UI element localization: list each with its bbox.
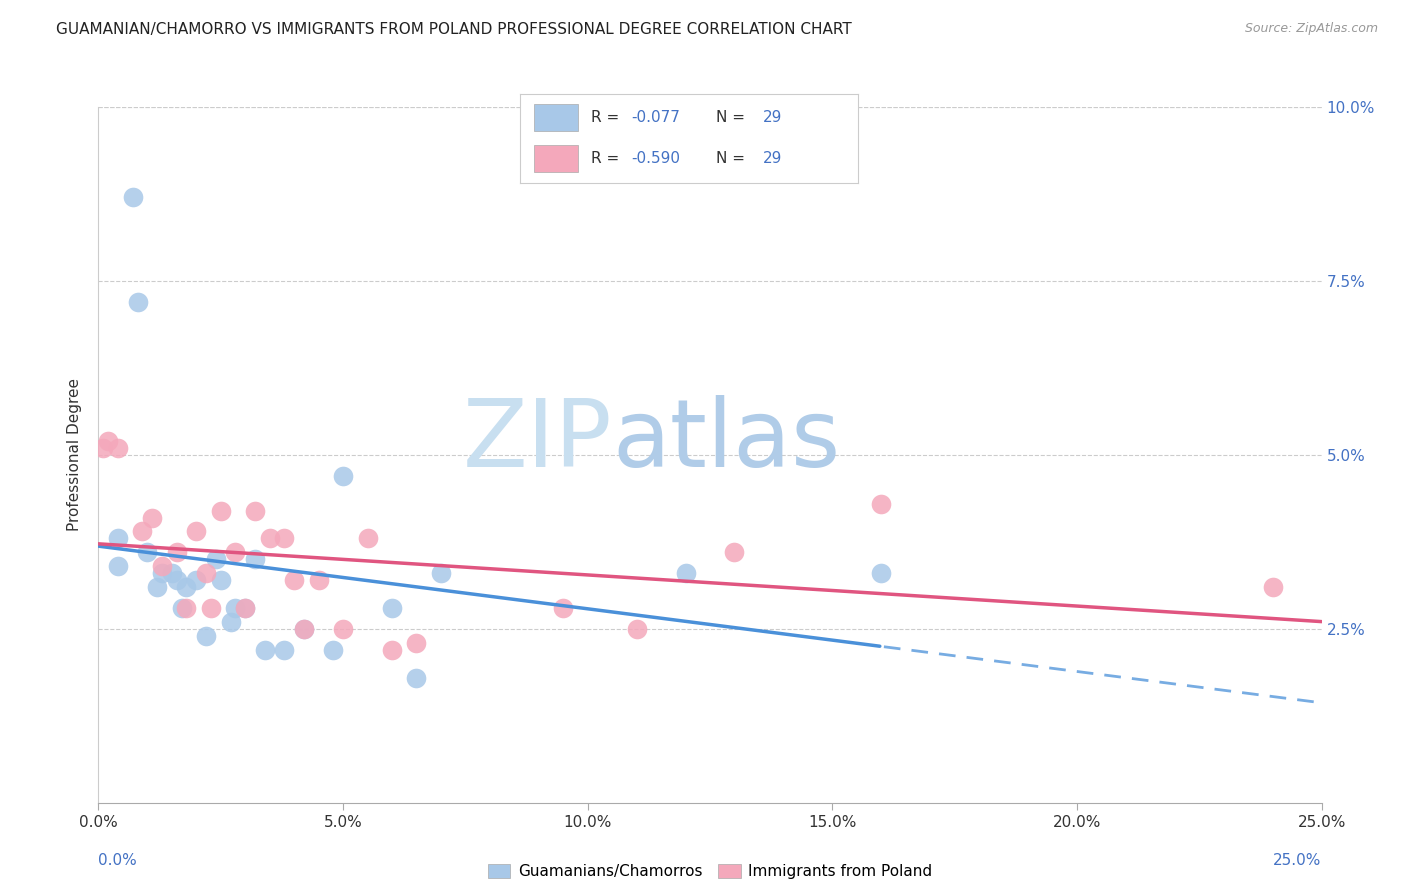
Point [160, 566, 183, 581]
Point [219, 615, 242, 629]
Point [127, 294, 149, 309]
Point [224, 601, 246, 615]
Point [332, 622, 354, 636]
Point [121, 190, 143, 204]
Point [150, 559, 173, 574]
Point [430, 566, 453, 581]
Text: -0.590: -0.590 [631, 152, 681, 166]
Text: atlas: atlas [612, 395, 841, 487]
Point [146, 580, 169, 594]
Point [131, 524, 153, 539]
Text: R =: R = [591, 152, 624, 166]
Point [675, 566, 697, 581]
Point [176, 580, 198, 594]
Point [381, 642, 404, 657]
Point [273, 642, 295, 657]
Point [200, 601, 222, 615]
Point [381, 601, 404, 615]
Legend: Guamanians/Chamorros, Immigrants from Poland: Guamanians/Chamorros, Immigrants from Po… [481, 858, 939, 886]
Point [205, 552, 228, 566]
Point [292, 622, 315, 636]
Point [186, 524, 208, 539]
Y-axis label: Professional Degree: Professional Degree [67, 378, 83, 532]
Point [195, 566, 218, 581]
Point [356, 532, 378, 546]
FancyBboxPatch shape [534, 145, 578, 172]
Point [243, 503, 266, 517]
Text: R =: R = [591, 111, 624, 125]
Point [91, 441, 114, 455]
Text: ZIP: ZIP [463, 395, 612, 487]
Point [136, 545, 159, 559]
Point [870, 566, 893, 581]
Point [166, 545, 188, 559]
Text: -0.077: -0.077 [631, 111, 681, 125]
Text: N =: N = [716, 152, 749, 166]
Point [209, 503, 232, 517]
Point [150, 566, 173, 581]
Text: N =: N = [716, 111, 749, 125]
Point [107, 559, 129, 574]
Point [283, 573, 305, 587]
Text: 0.0%: 0.0% [98, 854, 138, 868]
Point [405, 671, 427, 685]
Point [170, 601, 193, 615]
Text: 29: 29 [763, 152, 783, 166]
Point [233, 601, 256, 615]
Point [322, 642, 344, 657]
Text: 25.0%: 25.0% [1274, 854, 1322, 868]
Point [253, 642, 276, 657]
Point [224, 545, 246, 559]
Point [273, 532, 295, 546]
Point [553, 601, 575, 615]
Point [1261, 580, 1284, 594]
Point [166, 573, 188, 587]
Point [292, 622, 315, 636]
Point [233, 601, 256, 615]
Point [195, 629, 218, 643]
Text: 29: 29 [763, 111, 783, 125]
Point [626, 622, 648, 636]
Point [723, 545, 745, 559]
Point [405, 636, 427, 650]
FancyBboxPatch shape [534, 104, 578, 131]
Point [243, 552, 266, 566]
Point [332, 468, 354, 483]
Text: GUAMANIAN/CHAMORRO VS IMMIGRANTS FROM POLAND PROFESSIONAL DEGREE CORRELATION CHA: GUAMANIAN/CHAMORRO VS IMMIGRANTS FROM PO… [56, 22, 852, 37]
Point [209, 573, 232, 587]
Point [259, 532, 281, 546]
Point [176, 601, 198, 615]
Point [97, 434, 120, 448]
Point [107, 532, 129, 546]
Point [308, 573, 330, 587]
Text: Source: ZipAtlas.com: Source: ZipAtlas.com [1244, 22, 1378, 36]
Point [107, 441, 129, 455]
Point [870, 497, 893, 511]
Point [186, 573, 208, 587]
Point [141, 510, 163, 524]
